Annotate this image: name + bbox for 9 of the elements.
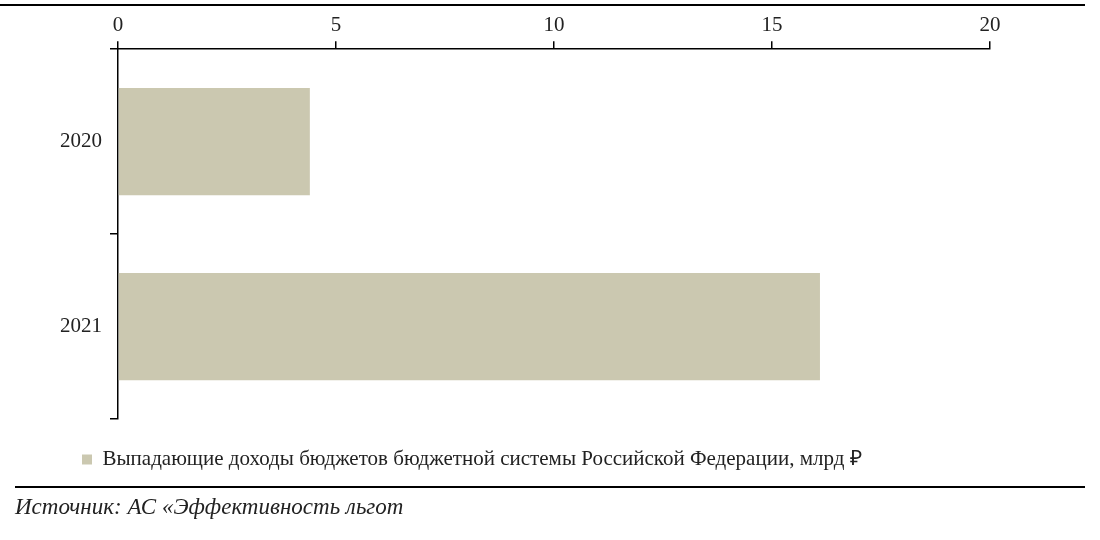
- x-tick-label: 5: [330, 12, 342, 37]
- y-tick-label: 2021: [60, 313, 102, 338]
- legend-label: Выпадающие доходы бюджетов бюджетной системы Российской Федерации, млрд ₽: [102, 446, 862, 471]
- x-tick-label: 15: [761, 12, 783, 37]
- x-tick-label: 20: [979, 12, 1001, 37]
- y-tick-label: 2020: [60, 128, 102, 153]
- text: Источник: АС «Эффективность льгот: [15, 486, 1085, 520]
- x-tick-label: 0: [112, 12, 124, 37]
- x-tick-label: 10: [543, 12, 565, 37]
